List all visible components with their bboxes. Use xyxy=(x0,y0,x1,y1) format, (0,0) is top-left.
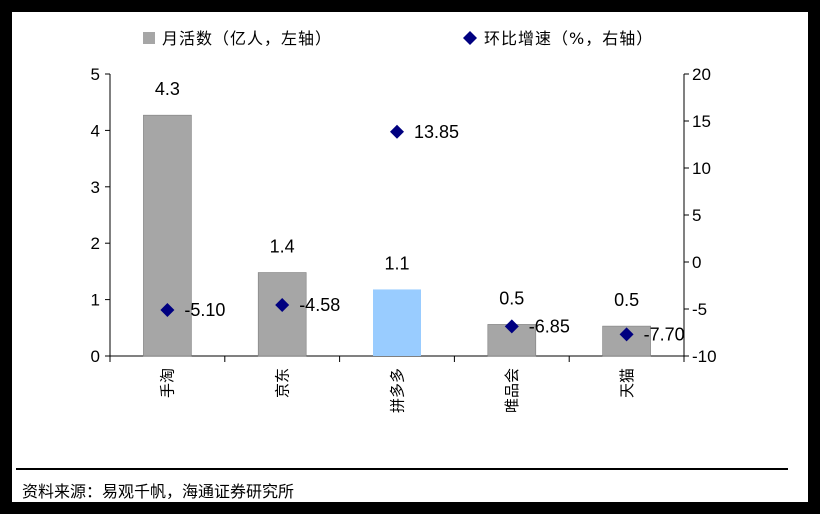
y-left-tick-label: 3 xyxy=(91,178,100,197)
legend-diamond-swatch xyxy=(463,31,477,45)
bar-value-label: 1.1 xyxy=(384,253,409,273)
legend-label-marker: 环比增速（%，右轴） xyxy=(484,29,653,48)
y-left-tick-label: 0 xyxy=(91,347,100,366)
y-right-tick-label: 10 xyxy=(692,159,711,178)
category-label: 手淘 xyxy=(159,368,177,398)
y-right-tick-label: -5 xyxy=(692,300,707,319)
bar-2 xyxy=(373,289,421,356)
y-right-tick-label: 20 xyxy=(692,65,711,84)
bar-value-label: 1.4 xyxy=(270,237,295,257)
growth-value-label: -5.10 xyxy=(184,300,225,320)
source-note: 资料来源：易观千帆，海通证券研究所 xyxy=(22,482,295,501)
bar-value-label: 4.3 xyxy=(155,79,180,99)
bar-1 xyxy=(257,272,307,357)
y-right-tick-label: -10 xyxy=(692,347,717,366)
growth-value-label: -4.58 xyxy=(299,295,340,315)
growth-point-3 xyxy=(504,319,519,334)
category-label: 天猫 xyxy=(618,368,636,398)
y-left-tick-label: 5 xyxy=(91,65,100,84)
growth-point-1 xyxy=(275,298,290,313)
y-left-tick-label: 4 xyxy=(91,121,100,140)
category-label: 拼多多 xyxy=(388,368,406,413)
y-left-tick-label: 2 xyxy=(91,234,100,253)
growth-point-4 xyxy=(619,327,634,342)
growth-value-label: -7.70 xyxy=(644,324,685,344)
growth-value-label: 13.85 xyxy=(414,122,459,142)
growth-value-label: -6.85 xyxy=(529,316,570,336)
legend-label-bar: 月活数（亿人，左轴） xyxy=(162,29,332,48)
y-right-tick-label: 0 xyxy=(692,253,701,272)
category-label: 唯品会 xyxy=(503,368,521,413)
legend-bar-swatch xyxy=(143,32,155,44)
chart-frame: 月活数（亿人，左轴） 环比增速（%，右轴） 0 1 2 3 4 5 -10 -5 0 5 10 15 20 4… xyxy=(12,12,808,502)
combo-chart: 月活数（亿人，左轴） 环比增速（%，右轴） 0 1 2 3 4 5 -10 -5 0 5 10 15 20 4… xyxy=(91,29,717,413)
bar-value-label: 0.5 xyxy=(614,290,639,310)
bar-value-label: 0.5 xyxy=(499,288,524,308)
footer-divider xyxy=(16,468,788,470)
y-left-tick-label: 1 xyxy=(91,291,100,310)
y-right-tick-label: 5 xyxy=(692,206,701,225)
y-right-tick-label: 15 xyxy=(692,112,711,131)
growth-point-2 xyxy=(390,124,404,139)
category-label: 京东 xyxy=(273,368,291,398)
growth-point-0 xyxy=(160,302,175,317)
